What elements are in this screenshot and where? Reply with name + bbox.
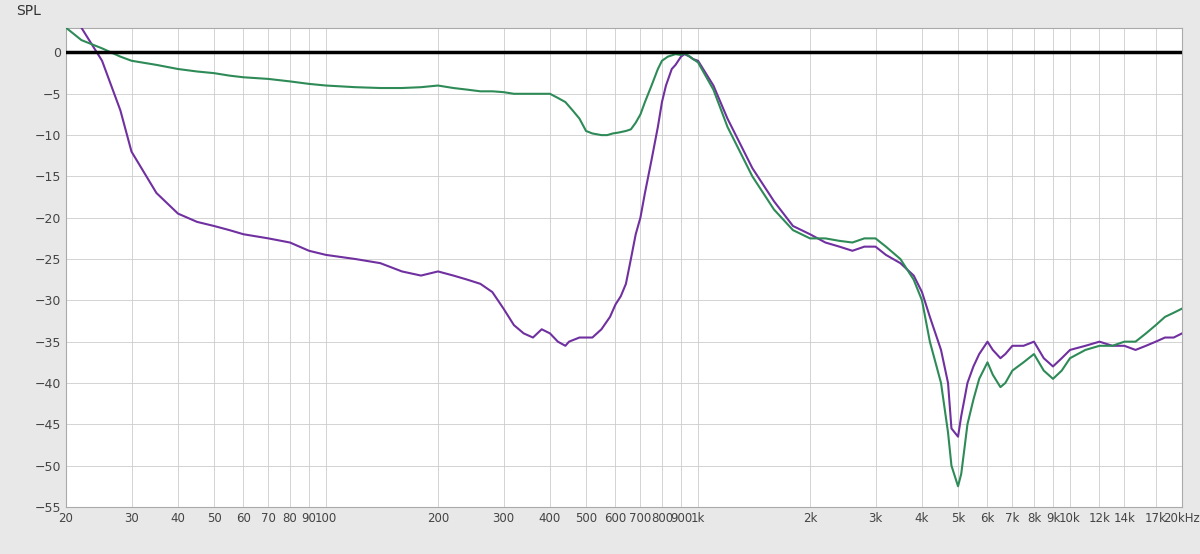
Text: SPL: SPL bbox=[16, 4, 41, 18]
